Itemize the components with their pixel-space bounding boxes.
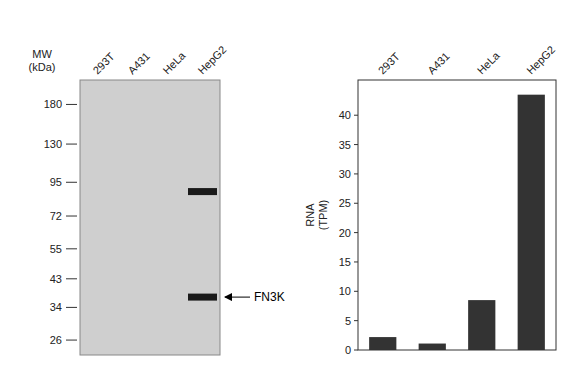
- tick: [66, 104, 77, 105]
- tick: [354, 232, 358, 233]
- tick-label: 43: [50, 273, 62, 285]
- tick: [354, 115, 358, 116]
- tick-label: 15: [339, 256, 351, 268]
- tick-label: 25: [339, 197, 351, 209]
- chart-container: 293TA431HeLaHepG2MW(kDa)1801309572554334…: [0, 0, 582, 378]
- bars: [369, 95, 545, 350]
- tick: [66, 307, 77, 308]
- lane-label: A431: [125, 50, 152, 77]
- tick-label: 55: [50, 243, 62, 255]
- category-label: 293T: [376, 50, 402, 76]
- tick-label: 130: [44, 138, 62, 150]
- band: [188, 188, 217, 195]
- tick: [66, 216, 77, 217]
- tick: [66, 144, 77, 145]
- tick-label: 34: [50, 301, 62, 313]
- axis-label: MW: [32, 48, 52, 60]
- bar: [419, 344, 446, 350]
- bar: [468, 300, 495, 350]
- tick-label: 180: [44, 98, 62, 110]
- category-label: HepG2: [524, 43, 557, 76]
- axis-label: (TPM): [317, 200, 329, 231]
- tick: [354, 291, 358, 292]
- tick-label: 5: [345, 315, 351, 327]
- axis-label: RNA: [304, 203, 316, 227]
- tick-label: 35: [339, 139, 351, 151]
- blot-panel: 293T A431 HeLaHepG2 MW(kDa) 180 130 95 72 55 43 34…: [29, 43, 285, 355]
- tick-label: 20: [339, 227, 351, 239]
- axis-label: (kDa): [29, 61, 56, 73]
- tick-label: 95: [50, 176, 62, 188]
- category-label: A431: [425, 50, 452, 77]
- tick: [66, 248, 77, 249]
- tick: [66, 278, 77, 279]
- chart-svg: 293TA431HeLaHepG2MW(kDa)1801309572554334…: [0, 0, 582, 378]
- tick-label: 0: [345, 344, 351, 356]
- tick-label: 26: [50, 334, 62, 346]
- gel: [80, 80, 220, 355]
- tick-label: 10: [339, 285, 351, 297]
- tick: [354, 203, 358, 204]
- tick: [354, 261, 358, 262]
- bar: [518, 95, 545, 350]
- tick: [66, 340, 77, 341]
- tick: [354, 350, 358, 351]
- lane-label: HepG2: [195, 43, 228, 76]
- tick-label: 72: [50, 210, 62, 222]
- annotation: FN3K: [254, 290, 285, 304]
- band: [188, 294, 217, 301]
- lane-label: HeLa: [160, 49, 188, 77]
- tick: [354, 320, 358, 321]
- tick: [354, 173, 358, 174]
- bar-panel: 0 5 10 15 20 25 30 35 40 293T A431 HeLa HepG2 RNA(TPM…: [304, 43, 557, 356]
- category-label: HeLa: [475, 49, 503, 77]
- annotation-arrow: [225, 297, 250, 298]
- tick-label: 30: [339, 168, 351, 180]
- tick-label: 40: [339, 109, 351, 121]
- plot-frame: [358, 80, 556, 350]
- bar: [369, 337, 396, 350]
- tick: [66, 182, 77, 183]
- tick: [354, 144, 358, 145]
- lane-label: 293T: [90, 50, 116, 76]
